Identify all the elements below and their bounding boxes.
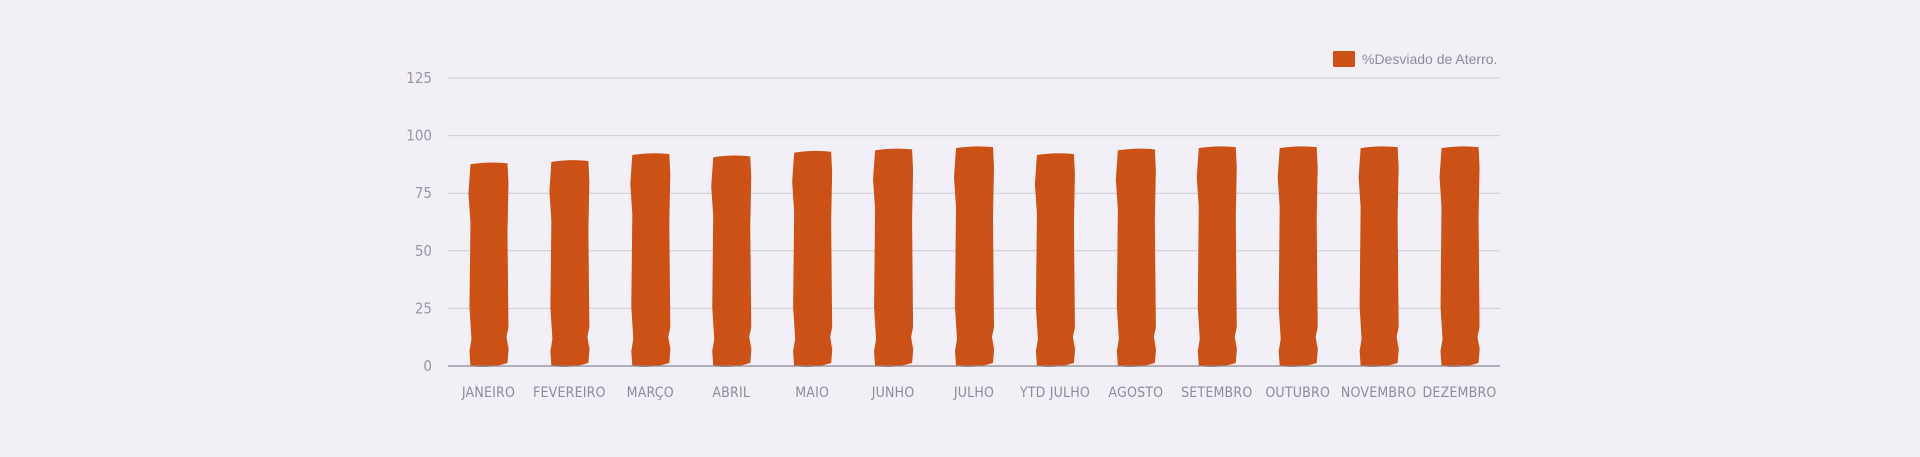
y-tick-label: 25 <box>415 299 432 317</box>
x-tick-label: AGOSTO <box>1108 385 1163 401</box>
y-tick-label: 125 <box>406 69 432 87</box>
bar <box>711 155 753 367</box>
bar <box>1034 153 1076 367</box>
x-tick-label: MAIO <box>795 385 829 401</box>
bar <box>1196 146 1238 367</box>
bar <box>549 160 591 367</box>
legend-label: %Desviado de Aterro. <box>1362 51 1497 67</box>
bar <box>1115 148 1157 367</box>
legend: %Desviado de Aterro. <box>1333 51 1497 67</box>
x-tick-label: DEZEMBRO <box>1423 385 1497 401</box>
bar <box>873 148 915 367</box>
bars <box>468 146 1481 367</box>
x-tick-label: JANEIRO <box>461 385 515 401</box>
x-tick-label: YTD JULHO <box>1019 385 1090 401</box>
y-tick-label: 75 <box>415 184 432 202</box>
y-tick-label: 50 <box>415 242 432 260</box>
x-tick-label: SETEMBRO <box>1181 385 1252 401</box>
x-tick-label: MARÇO <box>627 385 674 401</box>
y-tick-label: 0 <box>423 357 432 375</box>
x-tick-label: OUTUBRO <box>1265 385 1330 401</box>
bar <box>630 153 672 367</box>
x-tick-label: JULHO <box>953 385 994 401</box>
y-tick-label: 100 <box>406 127 432 145</box>
x-tick-label: ABRIL <box>712 385 750 401</box>
x-tick-label: JUNHO <box>871 385 915 401</box>
x-axis-ticks: JANEIRO FEVEREIRO MARÇO ABRIL MAIO JUNHO JULHO… <box>461 385 1497 401</box>
x-tick-label: NOVEMBRO <box>1341 385 1416 401</box>
bar <box>468 162 510 367</box>
y-axis-ticks: 0 25 50 75 100 125 <box>406 69 432 375</box>
bar <box>1277 146 1319 367</box>
bar <box>1439 146 1481 367</box>
bar <box>954 146 995 367</box>
bar <box>792 150 834 367</box>
legend-swatch <box>1333 51 1355 67</box>
x-tick-label: FEVEREIRO <box>533 385 606 401</box>
bar <box>1358 146 1400 367</box>
